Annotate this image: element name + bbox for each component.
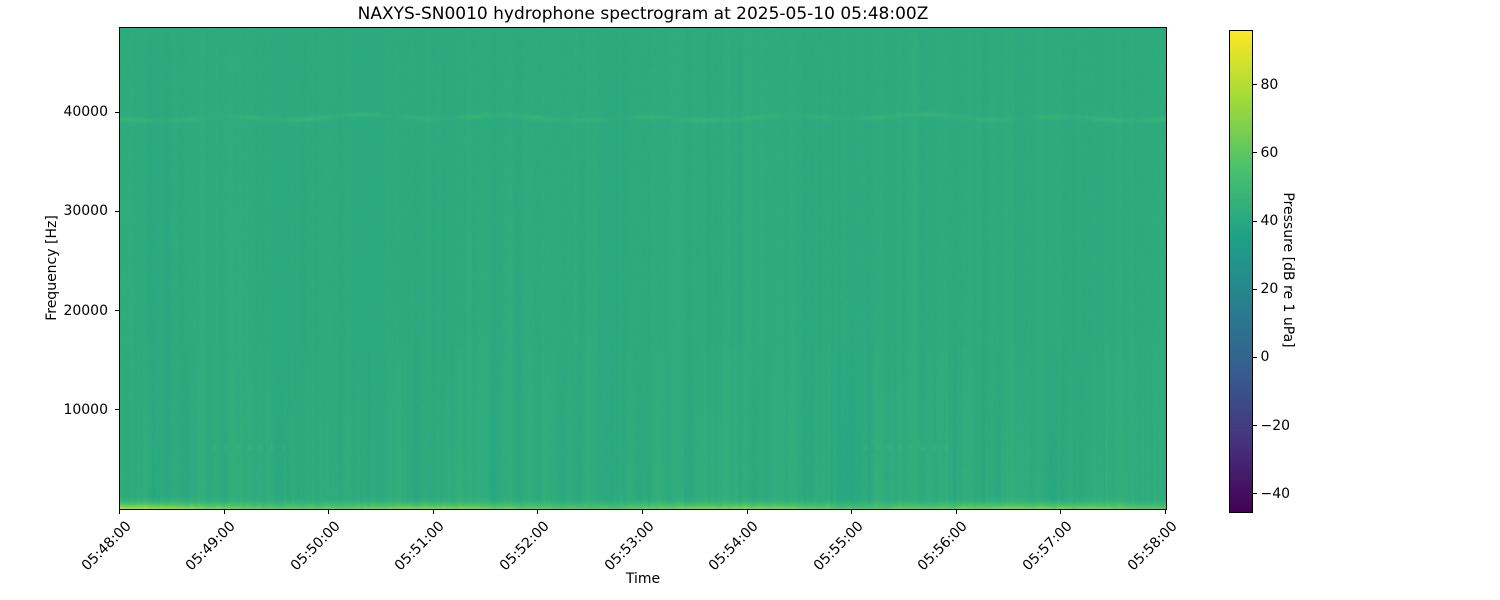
colorbar-tick-mark	[1252, 84, 1257, 86]
colorbar-tick-label: −40	[1260, 485, 1291, 502]
plot-axes	[119, 27, 1167, 510]
x-tick-mark	[642, 510, 643, 514]
x-tick-label: 05:58:00	[1124, 518, 1181, 575]
colorbar-tick-mark	[1252, 356, 1257, 358]
x-tick-mark	[1165, 510, 1166, 514]
x-tick-mark	[119, 510, 120, 514]
x-tick-label: 05:48:00	[78, 518, 135, 575]
colorbar-label: Pressure [dB re 1 uPa]	[1280, 192, 1296, 348]
colorbar-tick-mark	[1252, 152, 1257, 154]
y-tick-mark	[115, 111, 119, 113]
x-tick-label: 05:52:00	[496, 518, 553, 575]
colorbar-tick-label: 80	[1260, 76, 1279, 93]
colorbar-tick-label: 0	[1260, 349, 1270, 366]
x-tick-label: 05:53:00	[601, 518, 658, 575]
x-tick-label: 05:50:00	[287, 518, 344, 575]
x-tick-mark	[223, 510, 225, 514]
y-tick-label: 10000	[63, 401, 108, 418]
colorbar	[1229, 30, 1253, 513]
colorbar-tick-label: 20	[1260, 281, 1279, 298]
x-tick-label: 05:56:00	[915, 518, 971, 575]
colorbar-tick-label: −20	[1260, 417, 1291, 434]
x-tick-mark	[537, 510, 539, 514]
colorbar-tick-mark	[1252, 493, 1257, 495]
y-tick-mark	[115, 409, 119, 411]
chart-title: NAXYS-SN0010 hydrophone spectrogram at 2…	[357, 4, 929, 24]
x-tick-label: 05:57:00	[1019, 518, 1076, 575]
x-tick-mark	[746, 510, 748, 514]
x-tick-mark	[1060, 510, 1062, 514]
y-tick-mark	[115, 210, 119, 212]
y-tick-label: 40000	[63, 104, 108, 121]
colorbar-tick-label: 40	[1260, 213, 1279, 230]
x-tick-label: 05:54:00	[705, 518, 762, 575]
spectrogram-image	[120, 28, 1166, 509]
x-tick-label: 05:51:00	[392, 518, 448, 575]
colorbar-tick-label: 60	[1260, 144, 1279, 161]
y-tick-label: 20000	[63, 302, 108, 319]
x-tick-mark	[328, 510, 330, 514]
x-tick-mark	[432, 510, 434, 514]
colorbar-tick-mark	[1252, 425, 1257, 427]
x-tick-mark	[955, 510, 957, 514]
x-tick-label: 05:49:00	[182, 518, 239, 575]
y-tick-label: 30000	[63, 203, 108, 220]
colorbar-tick-mark	[1252, 288, 1257, 290]
colorbar-tick-mark	[1252, 220, 1257, 222]
x-tick-mark	[851, 510, 853, 514]
colorbar-gradient	[1230, 31, 1252, 512]
x-axis-label: Time	[625, 571, 661, 587]
y-tick-mark	[115, 310, 119, 312]
x-tick-label: 05:55:00	[810, 518, 867, 575]
